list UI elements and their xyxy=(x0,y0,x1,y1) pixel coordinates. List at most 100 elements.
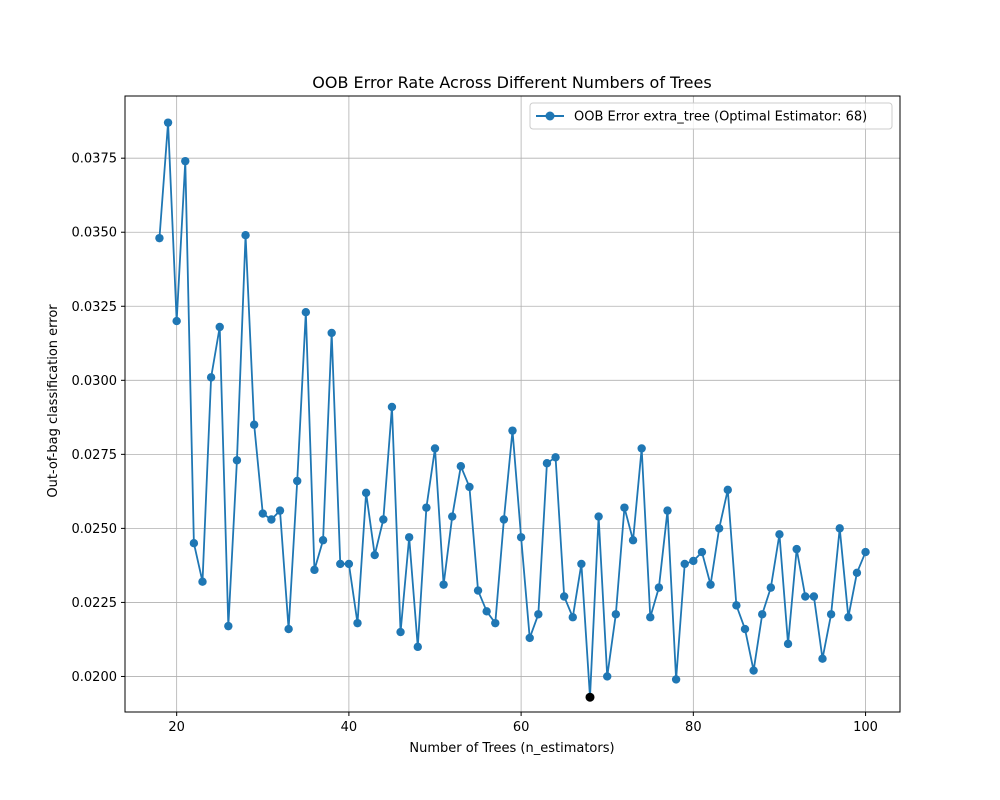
axes: 20 40 60 80 100 0.0200 0.0225 0.0250 0.0275 0.030… xyxy=(72,95,901,735)
data-point xyxy=(654,583,664,592)
data-point xyxy=(525,633,534,643)
data-point xyxy=(749,666,758,675)
data-point xyxy=(844,613,853,622)
data-point xyxy=(224,621,233,631)
data-point xyxy=(473,586,483,595)
data-point xyxy=(646,613,655,622)
y-tick-label: 0.0350 xyxy=(72,226,118,241)
data-point xyxy=(723,485,732,495)
data-point xyxy=(181,156,190,166)
data-point xyxy=(249,420,259,429)
data-point xyxy=(155,233,164,243)
data-point xyxy=(775,530,784,539)
data-point xyxy=(344,559,354,569)
data-point xyxy=(671,675,681,684)
data-point xyxy=(301,307,311,317)
grid-lines xyxy=(125,96,900,712)
data-point xyxy=(740,624,750,634)
x-tick-label: 100 xyxy=(853,720,878,735)
data-point xyxy=(293,476,302,486)
data-point xyxy=(422,503,431,512)
data-point xyxy=(783,639,793,649)
data-point xyxy=(448,512,457,521)
data-point xyxy=(396,627,405,637)
data-point xyxy=(603,672,612,681)
y-tick-label: 0.0325 xyxy=(72,300,118,315)
y-tick-label: 0.0200 xyxy=(72,670,118,685)
data-point xyxy=(628,536,638,545)
data-point xyxy=(241,230,250,240)
y-axis-title: Out-of-bag classification error xyxy=(46,304,61,498)
data-point xyxy=(732,601,741,610)
data-point xyxy=(267,515,276,524)
data-point xyxy=(456,461,466,471)
y-tick-label: 0.0225 xyxy=(72,596,118,611)
data-point xyxy=(766,583,776,592)
x-tick-label: 80 xyxy=(685,720,702,735)
data-point xyxy=(189,538,199,548)
data-point xyxy=(559,592,569,601)
data-point xyxy=(232,456,242,465)
data-point xyxy=(594,512,603,521)
data-point xyxy=(206,373,216,382)
data-point xyxy=(637,444,646,453)
data-point xyxy=(826,610,836,619)
data-point xyxy=(835,524,844,533)
data-point xyxy=(680,559,689,569)
x-tick-label: 40 xyxy=(341,720,358,735)
data-point xyxy=(284,624,293,634)
data-point xyxy=(465,482,474,492)
chart-title: OOB Error Rate Across Different Numbers … xyxy=(312,73,711,92)
series-layer xyxy=(155,118,870,702)
optimal-point-marker xyxy=(585,692,595,702)
y-tick-label: 0.0275 xyxy=(72,448,118,463)
data-point xyxy=(439,580,448,589)
data-point xyxy=(327,328,336,338)
data-point xyxy=(809,592,819,601)
data-point xyxy=(792,544,801,554)
data-point xyxy=(379,515,388,524)
x-tick-label: 60 xyxy=(513,720,530,735)
data-point xyxy=(551,453,560,462)
legend: OOB Error extra_tree (Optimal Estimator:… xyxy=(529,102,893,130)
data-point xyxy=(163,118,173,127)
y-tick-label: 0.0250 xyxy=(72,522,118,537)
data-point xyxy=(258,509,267,518)
data-point xyxy=(620,503,629,512)
data-point xyxy=(801,592,810,601)
data-point xyxy=(310,565,319,575)
data-point xyxy=(534,610,543,619)
data-point xyxy=(568,613,577,622)
data-point xyxy=(758,610,767,619)
data-point xyxy=(499,515,509,524)
plot-frame xyxy=(124,95,901,713)
data-point xyxy=(275,506,285,515)
data-point xyxy=(491,618,500,628)
data-point xyxy=(387,402,397,412)
data-point xyxy=(542,459,552,468)
data-point xyxy=(861,547,870,557)
data-point xyxy=(482,607,491,616)
data-point xyxy=(706,580,715,589)
data-point xyxy=(508,426,517,435)
y-tick-label: 0.0300 xyxy=(72,374,118,389)
x-axis-title: Number of Trees (n_estimators) xyxy=(409,741,614,756)
data-point xyxy=(404,533,414,542)
data-point xyxy=(370,550,379,560)
data-point xyxy=(714,524,724,533)
data-point xyxy=(697,547,707,557)
data-point xyxy=(818,654,827,663)
legend-frame xyxy=(529,102,893,130)
data-point xyxy=(318,536,328,545)
legend-label: OOB Error extra_tree (Optimal Estimator:… xyxy=(574,110,867,125)
data-point xyxy=(689,556,698,566)
data-point xyxy=(198,577,207,586)
data-point xyxy=(336,559,345,569)
data-point xyxy=(353,618,362,628)
data-point xyxy=(413,642,422,652)
data-point xyxy=(611,610,621,619)
data-point xyxy=(172,316,181,326)
data-point xyxy=(577,559,586,569)
legend-marker xyxy=(545,111,555,121)
